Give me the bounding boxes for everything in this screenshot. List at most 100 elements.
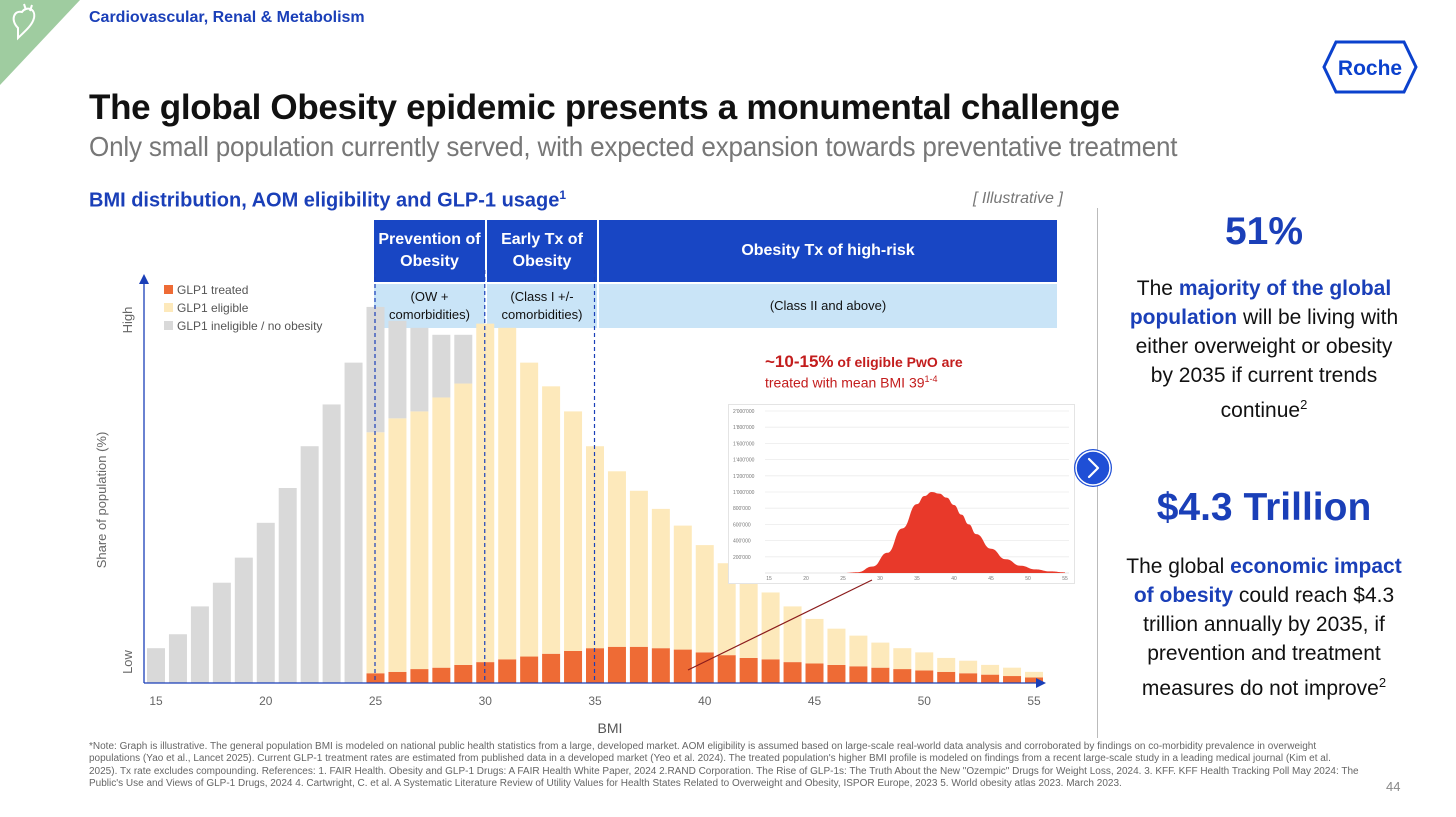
legend-label-glp1-eligible: GLP1 eligible xyxy=(177,301,249,315)
bar-glp1-eligible-bmi-43 xyxy=(761,592,780,660)
legend-label-glp1-ineligible-no-obesity: GLP1 ineligible / no obesity xyxy=(177,319,322,333)
bar-glp1-eligible-bmi-29 xyxy=(454,383,473,665)
division-label: Cardiovascular, Renal & Metabolism xyxy=(89,9,365,26)
inset-x-tick-label-25: 25 xyxy=(840,576,846,582)
section-title: BMI distribution, AOM eligibility and GL… xyxy=(89,188,566,213)
section-title-sup: 1 xyxy=(559,188,567,202)
x-tick-label-50: 50 xyxy=(918,694,932,708)
desc1-b: majority of the global population xyxy=(1129,277,1392,329)
x-tick-label-40: 40 xyxy=(698,694,712,708)
desc1-sup: 2 xyxy=(1300,397,1308,412)
bar-glp1-eligible-bmi-53 xyxy=(981,664,1000,675)
bar-glp1-eligible-bmi-33 xyxy=(542,386,561,654)
bar-glp1-eligible-bmi-31 xyxy=(498,327,517,660)
bar-glp1-eligible-bmi-26 xyxy=(388,418,407,672)
callout-rest: of eligible PwO are xyxy=(833,354,963,370)
inset-y-tick-label: 1'000'000 xyxy=(733,490,755,496)
inset-y-tick-label: 600'000 xyxy=(733,522,751,528)
inset-y-tick-label: 1'600'000 xyxy=(733,441,755,447)
next-arrow-button[interactable] xyxy=(1074,449,1112,487)
bar-glp1-eligible-bmi-30 xyxy=(476,323,495,663)
bar-glp1-ineligible-no-obesity-bmi-22 xyxy=(300,446,319,683)
bar-glp1-eligible-bmi-49 xyxy=(893,648,912,670)
bar-glp1-treated-bmi-41 xyxy=(717,655,736,683)
inset-chart-box: 2'000'000 1'800'000 1'600'000 1'400'000 1'20… xyxy=(728,404,1075,584)
bar-glp1-eligible-bmi-45 xyxy=(805,618,824,664)
bar-glp1-eligible-bmi-28 xyxy=(432,397,451,668)
bar-glp1-eligible-bmi-35 xyxy=(586,446,604,649)
stat-trillion-description: The global economic impact of obesity co… xyxy=(1122,552,1406,703)
treated-bmi-curve xyxy=(769,492,1065,573)
bar-glp1-eligible-bmi-50 xyxy=(915,652,934,671)
roche-logo: Roche xyxy=(1322,40,1418,94)
band-prevention-sub: (OW + comorbidities) xyxy=(374,284,485,328)
inset-y-tick-label: 1'200'000 xyxy=(733,474,755,480)
bar-glp1-treated-bmi-55 xyxy=(1025,677,1043,683)
chevron-right-icon xyxy=(1087,457,1100,479)
inset-y-tick-label: 1'400'000 xyxy=(733,458,755,464)
bar-glp1-treated-bmi-29 xyxy=(454,664,473,683)
x-tick-label-30: 30 xyxy=(479,694,493,708)
band-early-tx-sub: (Class I +/- comorbidities) xyxy=(487,284,597,328)
bar-glp1-eligible-bmi-32 xyxy=(520,362,539,657)
bar-glp1-ineligible-no-obesity-bmi-15 xyxy=(147,648,165,683)
x-tick-label-35: 35 xyxy=(588,694,602,708)
inset-x-tick-label-30: 30 xyxy=(877,576,883,582)
bar-glp1-treated-bmi-52 xyxy=(959,673,978,683)
bar-glp1-ineligible-no-obesity-bmi-19 xyxy=(234,557,253,683)
callout-sup: 1-4 xyxy=(924,374,938,384)
inset-y-tick-label: 200'000 xyxy=(733,555,751,561)
bar-glp1-eligible-bmi-27 xyxy=(410,411,429,670)
illustrative-tag: [ Illustrative ] xyxy=(973,190,1063,207)
bar-glp1-treated-bmi-48 xyxy=(871,667,890,683)
bar-glp1-treated-bmi-28 xyxy=(432,667,451,683)
y-axis-title: Share of population (%) xyxy=(94,432,109,569)
callout: ~10-15% of eligible PwO are treated with… xyxy=(765,352,963,391)
bar-glp1-eligible-bmi-39 xyxy=(673,525,692,650)
bar-glp1-treated-bmi-33 xyxy=(542,653,561,683)
desc2-sup: 2 xyxy=(1378,675,1387,690)
inset-y-tick-label: 2'000'000 xyxy=(733,409,755,415)
bar-glp1-ineligible-no-obesity-bmi-18 xyxy=(212,582,231,683)
desc2-b: economic impact of obesity xyxy=(1133,555,1402,607)
bar-glp1-treated-bmi-36 xyxy=(607,646,626,683)
band-prevention-title: Prevention of Obesity xyxy=(374,220,485,282)
bar-glp1-eligible-bmi-52 xyxy=(959,660,978,674)
bar-glp1-ineligible-no-obesity-bmi-20 xyxy=(256,522,275,683)
desc1-c: will be living with either overweight or… xyxy=(1135,306,1399,422)
bar-glp1-ineligible-no-obesity-bmi-27 xyxy=(410,327,429,412)
bar-glp1-treated-bmi-27 xyxy=(410,669,429,683)
roche-logo-text: Roche xyxy=(1338,57,1402,80)
x-tick-label-20: 20 xyxy=(259,694,273,708)
desc2-c: could reach $4.3 trillion annually by 20… xyxy=(1141,584,1395,700)
bmi-distribution-chart: 15 20 25 30 35 40 45 50 55 High Low Share of pop… xyxy=(94,270,1046,736)
bar-glp1-treated-bmi-46 xyxy=(827,664,846,683)
bar-glp1-treated-bmi-37 xyxy=(629,646,648,683)
footnote: *Note: Graph is illustrative. The genera… xyxy=(89,741,1359,790)
legend-label-glp1-treated: GLP1 treated xyxy=(177,283,248,297)
bar-group xyxy=(147,306,1043,683)
x-tick-label-45: 45 xyxy=(808,694,822,708)
bar-glp1-ineligible-no-obesity-bmi-17 xyxy=(190,606,209,683)
inset-x-tick-label-45: 45 xyxy=(988,576,994,582)
inset-x-tick-label-15: 15 xyxy=(766,576,772,582)
bar-glp1-eligible-bmi-55 xyxy=(1025,671,1043,678)
legend-swatch-glp1-ineligible-no-obesity xyxy=(164,321,173,330)
page-title: The global Obesity epidemic presents a m… xyxy=(89,88,1120,127)
bar-glp1-eligible-bmi-48 xyxy=(871,642,890,668)
bar-glp1-ineligible-no-obesity-bmi-21 xyxy=(278,488,297,683)
page-number: 44 xyxy=(1386,779,1401,794)
bar-glp1-eligible-bmi-37 xyxy=(629,490,648,647)
page-subtitle: Only small population currently served, … xyxy=(89,131,1178,162)
inset-x-tick-label-35: 35 xyxy=(914,576,920,582)
inset-y-tick-label: 800'000 xyxy=(733,506,751,512)
y-axis-arrow xyxy=(139,274,149,284)
bar-glp1-treated-bmi-50 xyxy=(915,670,934,683)
stat-4-3-trillion: $4.3 Trillion xyxy=(1156,486,1372,529)
x-axis-title: BMI xyxy=(598,720,623,736)
bar-glp1-eligible-bmi-41 xyxy=(717,563,736,656)
inset-x-tick-label-20: 20 xyxy=(803,576,809,582)
bar-glp1-ineligible-no-obesity-bmi-26 xyxy=(388,320,407,419)
inset-x-tick-label-50: 50 xyxy=(1025,576,1031,582)
band-early-tx-title: Early Tx of Obesity xyxy=(487,220,597,282)
